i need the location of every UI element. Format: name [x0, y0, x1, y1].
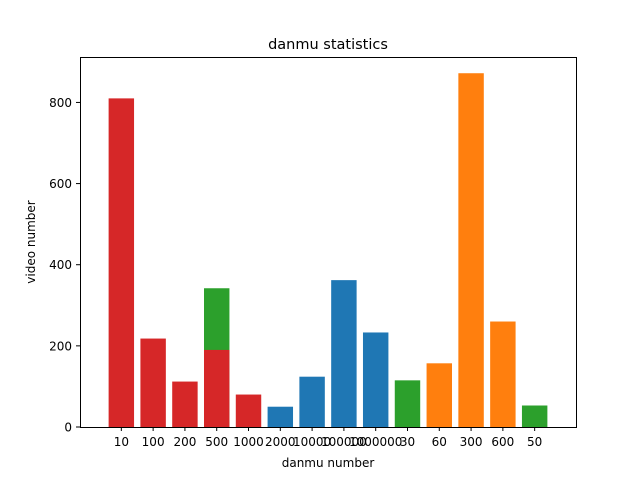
bar-100-1 — [140, 338, 166, 427]
bar-500-4 — [204, 349, 230, 427]
x-tick-label: 10 — [114, 435, 129, 449]
bar-300-12 — [458, 73, 484, 427]
y-tick-label: 600 — [49, 177, 72, 191]
bar-60-11 — [426, 363, 452, 427]
bar-1000000-9 — [362, 332, 389, 427]
y-axis-label: video number — [24, 200, 38, 283]
x-tick-label: 200 — [173, 435, 196, 449]
x-tick-label: 10000 — [293, 435, 331, 449]
bar-1000-5 — [235, 394, 262, 427]
bar-10000-7 — [299, 376, 325, 427]
x-tick-label: 300 — [460, 435, 483, 449]
chart-title: danmu statistics — [268, 37, 388, 53]
x-tick-label: 600 — [491, 435, 514, 449]
plot-frame — [80, 57, 577, 428]
y-tick-label: 800 — [49, 96, 72, 110]
x-tick-label: 50 — [527, 435, 542, 449]
x-tick-label: 100000 — [321, 435, 367, 449]
x-axis-label: danmu number — [282, 456, 375, 470]
x-tick-label: 1000000 — [349, 435, 402, 449]
bar-10-0 — [108, 98, 135, 427]
y-tick-label: 400 — [49, 258, 72, 272]
x-tick-label: 500 — [205, 435, 228, 449]
x-tick-label: 2000 — [265, 435, 296, 449]
bar-100000-8 — [331, 280, 357, 427]
bar-2000-6 — [267, 406, 294, 427]
x-tick-label: 30 — [400, 435, 415, 449]
bar-50-14 — [521, 405, 548, 427]
y-tick-label: 0 — [64, 421, 72, 435]
bar-30-10 — [394, 380, 421, 427]
x-tick-label: 100 — [142, 435, 165, 449]
bars-group — [108, 73, 548, 427]
y-tick-label: 200 — [49, 339, 72, 353]
x-tick-label: 1000 — [233, 435, 264, 449]
x-tick-label: 60 — [432, 435, 447, 449]
bar-600-13 — [490, 321, 516, 427]
y-axis-ticks: 0 200 400 600 800 — [49, 96, 80, 435]
bar-200-2 — [172, 381, 198, 427]
